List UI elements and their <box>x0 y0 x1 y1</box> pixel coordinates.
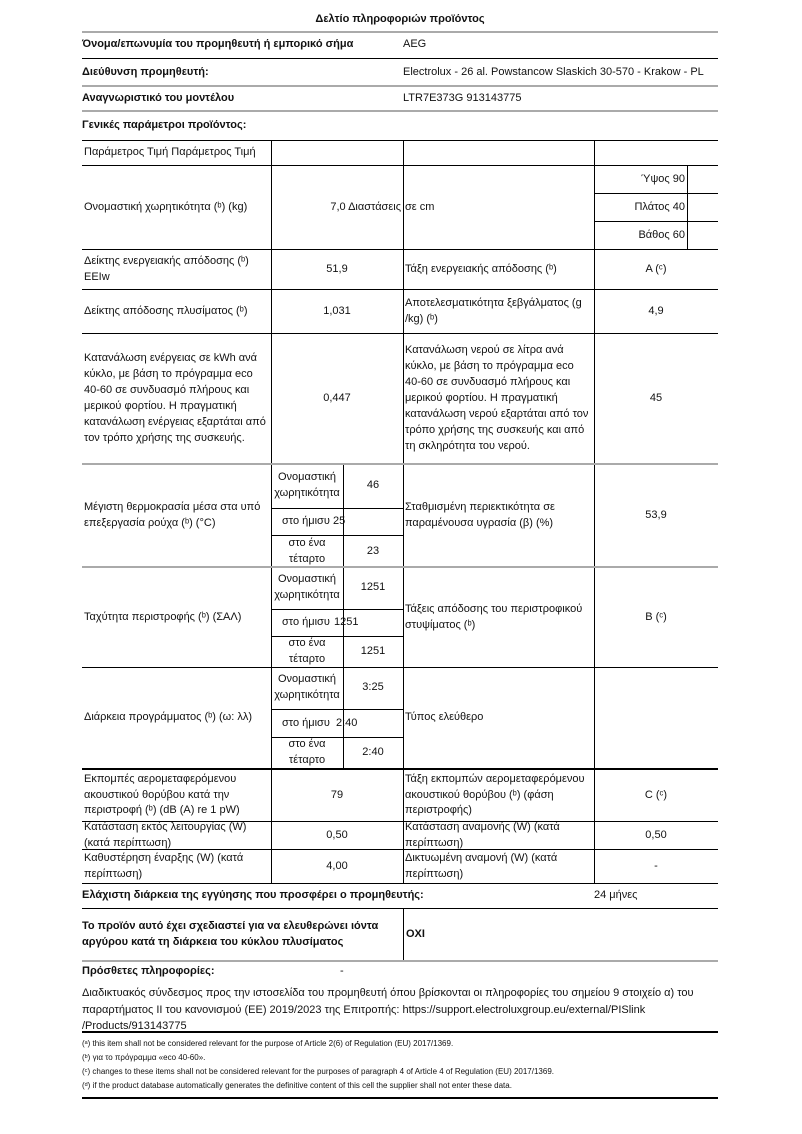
spin-rated-value: 1251 <box>360 581 386 594</box>
spin-quarter-value: 1251 <box>360 645 386 658</box>
capacity-value: 7,0 Διαστάσεις <box>330 200 401 213</box>
networked-standby-label: Δικτυωμένη αναμονή (W) (κατά περίπτωση) <box>405 851 558 880</box>
supplier-label: Όνομα/επωνυμία του προμηθευτή ή εμπορικό… <box>82 38 354 51</box>
dimensions-label: σε cm <box>405 200 435 213</box>
temp-half-label: στο ήμισυ <box>282 515 330 528</box>
energy-consumption-value: 0,447 <box>323 392 351 405</box>
depth-value: Βάθος 60 <box>638 228 685 241</box>
off-mode-value: 0,50 <box>326 828 348 841</box>
standby-value: 0,50 <box>645 828 667 841</box>
height-value: Ύψος 90 <box>641 172 685 185</box>
rinsing-label: Αποτελεσματικότητα ξεβγάλματος (g /kg) (… <box>405 296 582 325</box>
duration-quarter-label: στο ένα τέταρτο <box>288 738 326 766</box>
type-label: Τύπος ελεύθερο <box>405 711 484 724</box>
moisture-value: 53,9 <box>645 509 667 522</box>
temp-quarter-value: 23 <box>366 544 380 557</box>
capacity-label: Ονομαστική χωρητικότητα (ᵇ) (kg) <box>84 200 248 213</box>
model-value: LTR7E373G 913143775 <box>403 92 522 105</box>
address-value: Electrolux - 26 al. Powstancow Slaskich … <box>403 65 704 78</box>
energy-consumption-label: Κατανάλωση ενέργειας σε kWh ανά κύκλο, μ… <box>84 352 266 444</box>
delay-start-label: Καθυστέρηση έναρξης (W) (κατά περίπτωση) <box>84 851 244 880</box>
spin-half-value: 1251 <box>334 616 359 629</box>
warranty-label: Ελάχιστη διάρκεια της εγγύησης που προσφ… <box>82 889 424 902</box>
supplier-value: AEG <box>403 38 427 51</box>
standby-label: Κατάσταση αναμονής (W) (κατά περίπτωση) <box>405 820 560 849</box>
supplier-website-text: Διαδικτυακός σύνδεσμος προς την ιστοσελί… <box>82 987 694 1032</box>
footnote-d: (ᵈ) if the product database automaticall… <box>82 1081 512 1090</box>
moisture-label: Σταθμισμένη περιεκτικότητα σε παραμένουσ… <box>405 501 555 529</box>
noise-label: Εκπομπές αερομεταφερόμενου ακουστικού θο… <box>84 772 240 817</box>
spin-rated-label: Ονομαστική χωρητικότητα <box>274 573 340 601</box>
temp-half-value: 25 <box>333 515 346 528</box>
duration-rated-value: 3:25 <box>362 681 384 694</box>
off-mode-label: Κατάσταση εκτός λειτουργίας (W) (κατά πε… <box>84 820 247 849</box>
model-label: Αναγνωριστικό του μοντέλου <box>82 92 235 105</box>
noise-value: 79 <box>330 788 344 801</box>
footnote-b: (ᵇ) για το πρόγραμμα «eco 40-60». <box>82 1053 206 1062</box>
delay-start-value: 4,00 <box>326 859 348 872</box>
max-temperature-label: Μέγιστη θερμοκρασία μέσα στα υπό επεξεργ… <box>84 501 261 529</box>
networked-standby-value: - <box>654 859 658 872</box>
additional-info-label: Πρόσθετες πληροφορίες: <box>82 965 215 978</box>
duration-quarter-value: 2:40 <box>362 746 384 759</box>
temp-rated-label: Ονομαστική χωρητικότητα <box>274 471 340 499</box>
spin-class-value: B (ᶜ) <box>645 610 667 623</box>
spin-quarter-label: στο ένα τέταρτο <box>288 637 326 665</box>
spin-speed-label: Ταχύτητα περιστροφής (ᵇ) (ΣΑΛ) <box>84 610 242 623</box>
duration-half-value: 2:40 <box>336 716 358 729</box>
water-consumption-value: 45 <box>649 392 663 405</box>
spin-half-label: στο ήμισυ <box>282 616 330 629</box>
address-label: Διεύθυνση προμηθευτή: <box>82 65 209 78</box>
energy-class-value: A (ᶜ) <box>645 262 667 275</box>
width-value: Πλάτος 40 <box>634 200 685 213</box>
footnote-a: (ᵃ) this item shall not be considered re… <box>82 1039 454 1048</box>
duration-half-label: στο ήμισυ <box>282 716 330 729</box>
energy-class-label: Τάξη ενεργειακής απόδοσης (ᵇ) <box>405 262 557 275</box>
washing-index-value: 1,031 <box>323 304 351 317</box>
footnote-c: (ᶜ) changes to these items shall not be … <box>82 1067 554 1076</box>
eei-label: Δείκτης ενεργειακής απόδοσης (ᵇ) EEIw <box>84 254 249 283</box>
header-row: Παράμετρος Τιμή Παράμετρος Τιμή <box>84 146 256 159</box>
additional-info-value: - <box>340 965 344 978</box>
noise-class-label: Τάξη εκπομπών αερομεταφερόμενου ακουστικ… <box>405 772 585 817</box>
duration-rated-label: Ονομαστική χωρητικότητα <box>274 673 340 701</box>
warranty-value: 24 μήνες <box>594 889 638 902</box>
general-parameters-heading: Γενικές παράμετροι προϊόντος: <box>82 119 247 132</box>
duration-label: Διάρκεια προγράμματος (ᵇ) (ω: λλ) <box>84 711 253 724</box>
silver-ions-value: ΟΧΙ <box>406 927 425 940</box>
silver-ions-label: Το προϊόν αυτό έχει σχεδιαστεί για να ελ… <box>82 919 379 948</box>
temp-rated-value: 46 <box>366 479 380 492</box>
spin-class-label: Τάξεις απόδοσης του περιστροφικού στυψίμ… <box>405 602 583 631</box>
rinsing-value: 4,9 <box>648 304 664 317</box>
washing-index-label: Δείκτης απόδοσης πλυσίματος (ᵇ) <box>84 304 248 317</box>
noise-class-value: C (ᶜ) <box>644 788 668 801</box>
document-title: Δελτίο πληροφοριών προϊόντος <box>315 13 485 26</box>
temp-quarter-label: στο ένα τέταρτο <box>288 536 326 565</box>
eei-value: 51,9 <box>326 262 348 275</box>
water-consumption-label: Κατανάλωση νερού σε λίτρα ανά κύκλο, με … <box>405 344 589 452</box>
